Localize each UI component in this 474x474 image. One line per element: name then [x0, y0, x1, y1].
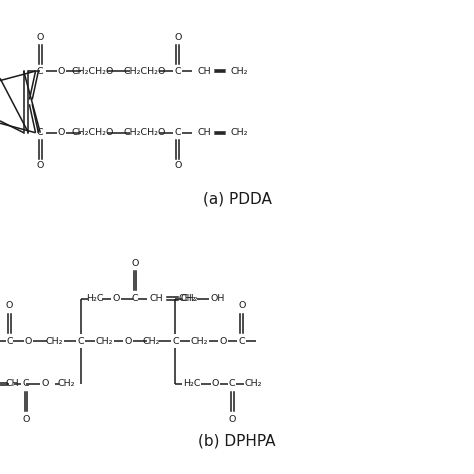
Text: O: O [25, 337, 32, 346]
Text: C: C [132, 294, 138, 303]
Text: CH₂: CH₂ [181, 294, 198, 303]
Text: O: O [219, 337, 227, 346]
Text: O: O [131, 259, 139, 267]
Text: CH₂CH₂O: CH₂CH₂O [123, 67, 166, 75]
Text: O: O [58, 128, 65, 137]
Text: (a) PDDA: (a) PDDA [202, 191, 272, 207]
Text: C: C [174, 67, 181, 75]
Text: CH₂: CH₂ [179, 294, 196, 303]
Text: CH₂: CH₂ [231, 128, 248, 137]
Text: CH: CH [150, 294, 163, 303]
Text: O: O [58, 67, 65, 75]
Text: O: O [6, 301, 13, 310]
Text: (b) DPHPA: (b) DPHPA [198, 433, 276, 448]
Text: O: O [174, 34, 182, 42]
Text: CH₂: CH₂ [245, 380, 262, 388]
Text: CH: CH [5, 380, 18, 388]
Text: O: O [36, 34, 44, 42]
Text: CH₂: CH₂ [96, 337, 113, 346]
Text: CH₂CH₂O: CH₂CH₂O [71, 128, 114, 137]
Text: H₂C: H₂C [183, 380, 201, 388]
Text: O: O [112, 294, 120, 303]
Text: O: O [212, 380, 219, 388]
Text: CH₂CH₂O: CH₂CH₂O [123, 128, 166, 137]
Text: O: O [238, 301, 246, 310]
Text: O: O [228, 415, 236, 424]
Text: C: C [174, 128, 181, 137]
Text: CH: CH [197, 67, 210, 75]
Text: C: C [37, 128, 44, 137]
Text: C: C [238, 337, 245, 346]
Text: C: C [23, 380, 29, 388]
Text: C: C [6, 337, 13, 346]
Text: O: O [124, 337, 132, 346]
Text: O: O [174, 162, 182, 170]
Text: CH₂: CH₂ [231, 67, 248, 75]
Text: CH₂CH₂O: CH₂CH₂O [71, 67, 114, 75]
Text: C: C [37, 67, 44, 75]
Text: C: C [172, 337, 179, 346]
Text: O: O [22, 415, 30, 424]
Text: CH₂: CH₂ [58, 380, 75, 388]
Text: CH₂: CH₂ [46, 337, 63, 346]
Text: CH₂: CH₂ [191, 337, 208, 346]
Text: O: O [41, 380, 49, 388]
Text: CH: CH [197, 128, 210, 137]
Text: CH₂: CH₂ [143, 337, 160, 346]
Text: O: O [36, 162, 44, 170]
Text: C: C [229, 380, 236, 388]
Text: H₂C: H₂C [86, 294, 103, 303]
Text: OH: OH [211, 294, 225, 303]
Text: C: C [77, 337, 84, 346]
